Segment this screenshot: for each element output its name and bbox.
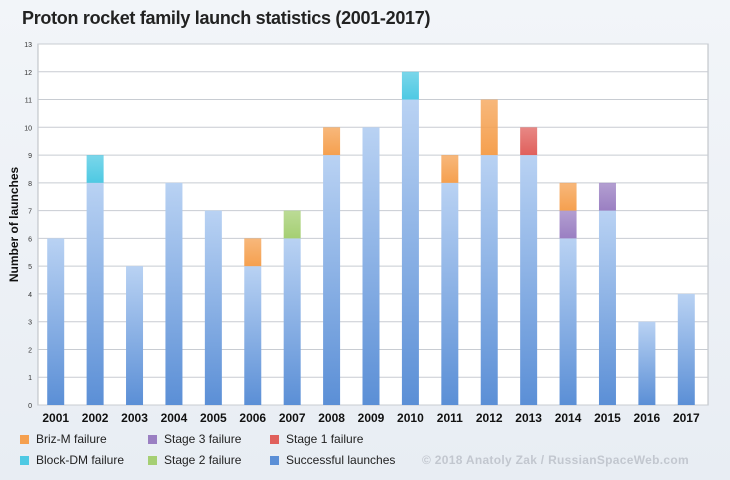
bar-2003-successful-launches	[126, 266, 144, 405]
legend-label-stage2: Stage 2 failure	[164, 453, 242, 467]
x-tick-label-2009: 2009	[358, 411, 385, 425]
y-axis-title: Number of launches	[7, 167, 21, 283]
x-tick-label-2001: 2001	[42, 411, 69, 425]
legend-item-stage2: Stage 2 failure	[148, 453, 241, 467]
x-tick-label-2007: 2007	[279, 411, 306, 425]
legend-item-block-dm: Block-DM failure	[20, 453, 124, 467]
y-tick-label-2: 2	[28, 347, 32, 354]
x-tick-label-2002: 2002	[82, 411, 109, 425]
bar-2010-block-dm-failure	[401, 71, 419, 100]
legend-item-successful: Successful launches	[270, 453, 395, 467]
bar-2007-stage-2-failure	[283, 210, 301, 239]
x-tick-label-2014: 2014	[555, 411, 582, 425]
y-tick-label-5: 5	[28, 264, 32, 271]
y-tick-label-4: 4	[28, 292, 32, 299]
x-tick-label-2011: 2011	[437, 411, 463, 425]
y-tick-label-12: 12	[24, 70, 32, 77]
legend-label-stage3: Stage 3 failure	[164, 432, 242, 446]
bar-2005-successful-launches	[204, 210, 222, 405]
legend-label-successful: Successful launches	[286, 453, 396, 467]
bar-2012-briz-m-failure	[480, 99, 498, 156]
x-tick-label-2015: 2015	[594, 411, 621, 425]
bar-2012-successful-launches	[480, 155, 498, 405]
y-tick-label-1: 1	[28, 375, 32, 382]
legend-swatch-briz-m	[20, 434, 29, 444]
bar-2011-briz-m-failure	[441, 155, 459, 183]
x-tick-label-2004: 2004	[161, 411, 188, 425]
y-tick-label-7: 7	[28, 209, 32, 216]
legend-swatch-stage2	[148, 455, 157, 465]
y-tick-label-8: 8	[28, 181, 32, 188]
y-tick-label-0: 0	[28, 403, 32, 410]
y-tick-label-10: 10	[24, 125, 32, 132]
bar-2014-successful-launches	[559, 238, 577, 405]
bar-2006-successful-launches	[244, 266, 262, 405]
bar-2008-successful-launches	[323, 155, 341, 405]
y-tick-label-6: 6	[28, 236, 32, 243]
bar-2014-briz-m-failure	[559, 182, 577, 211]
bar-2006-briz-m-failure	[244, 238, 262, 267]
y-tick-label-13: 13	[24, 42, 32, 49]
bar-2013-stage-1-failure	[520, 127, 538, 156]
y-tick-label-9: 9	[28, 153, 32, 160]
bar-2007-successful-launches	[283, 238, 301, 405]
bar-2017-successful-launches	[677, 293, 695, 405]
legend-swatch-successful	[270, 455, 279, 465]
bar-2009-successful-launches	[362, 127, 380, 406]
x-tick-label-2010: 2010	[397, 411, 424, 425]
bar-2014-stage-3-failure	[559, 210, 577, 239]
legend-item-briz-m: Briz-M failure	[20, 432, 107, 446]
legend-item-stage3: Stage 3 failure	[148, 432, 241, 446]
legend-label-briz-m: Briz-M failure	[36, 432, 107, 446]
x-tick-label-2017: 2017	[673, 411, 700, 425]
bar-2016-successful-launches	[638, 321, 656, 405]
bar-2011-successful-launches	[441, 182, 459, 405]
bar-2002-block-dm-failure	[86, 155, 104, 183]
bar-2001-successful-launches	[47, 238, 65, 405]
x-tick-label-2016: 2016	[634, 411, 661, 425]
legend-label-block-dm: Block-DM failure	[36, 453, 125, 467]
x-tick-label-2012: 2012	[476, 411, 503, 425]
bar-2004-successful-launches	[165, 182, 183, 405]
bar-2013-successful-launches	[520, 155, 538, 405]
legend-swatch-block-dm	[20, 455, 29, 465]
legend-swatch-stage1	[270, 434, 279, 444]
y-tick-label-11: 11	[25, 98, 32, 105]
legend-swatch-stage3	[148, 434, 157, 444]
bar-2010-successful-launches	[401, 99, 419, 406]
bar-2015-successful-launches	[598, 210, 616, 405]
legend-item-stage1: Stage 1 failure	[270, 432, 363, 446]
copyright-credit: © 2018 Anatoly Zak / RussianSpaceWeb.com	[422, 453, 689, 467]
x-tick-label-2008: 2008	[318, 411, 345, 425]
legend-label-stage1: Stage 1 failure	[286, 432, 364, 446]
x-tick-label-2006: 2006	[239, 411, 266, 425]
bar-2002-successful-launches	[86, 182, 104, 405]
bar-2008-briz-m-failure	[323, 127, 341, 156]
x-tick-label-2013: 2013	[515, 411, 542, 425]
bar-2015-stage-3-failure	[598, 182, 616, 211]
x-tick-label-2005: 2005	[200, 411, 227, 425]
chart-title: Proton rocket family launch statistics (…	[22, 8, 431, 28]
y-tick-label-3: 3	[28, 320, 32, 327]
x-tick-label-2003: 2003	[121, 411, 148, 425]
